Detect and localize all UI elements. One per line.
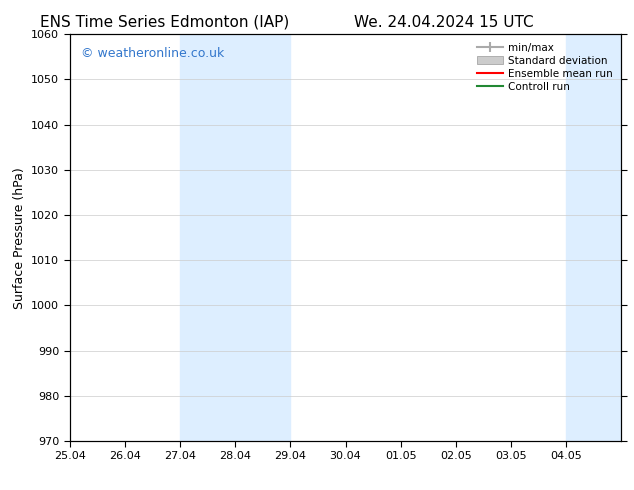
Bar xyxy=(180,34,290,441)
Bar xyxy=(566,34,621,441)
Text: We. 24.04.2024 15 UTC: We. 24.04.2024 15 UTC xyxy=(354,15,534,30)
Text: ENS Time Series Edmonton (IAP): ENS Time Series Edmonton (IAP) xyxy=(40,15,290,30)
Legend: min/max, Standard deviation, Ensemble mean run, Controll run: min/max, Standard deviation, Ensemble me… xyxy=(474,40,616,95)
Y-axis label: Surface Pressure (hPa): Surface Pressure (hPa) xyxy=(13,167,25,309)
Text: © weatheronline.co.uk: © weatheronline.co.uk xyxy=(81,47,224,59)
